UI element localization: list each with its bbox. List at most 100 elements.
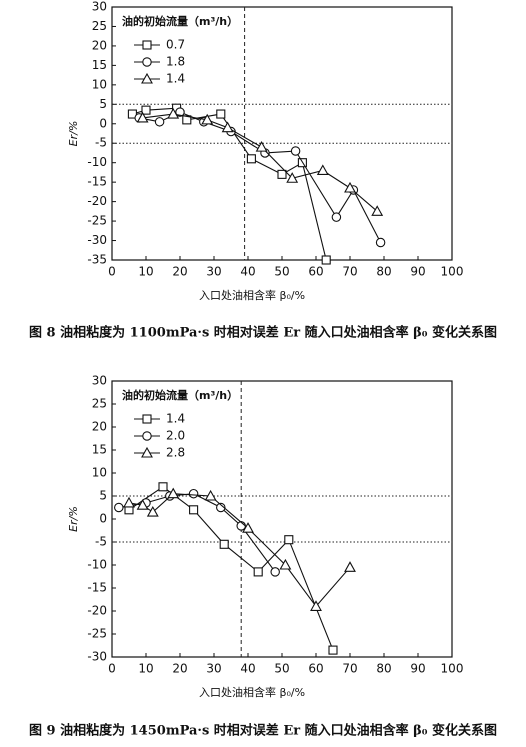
x-tick-label: 30 (206, 662, 221, 676)
marker (375, 237, 386, 248)
y-tick-label: -10 (87, 558, 107, 572)
y-tick-label: -15 (87, 581, 107, 595)
x-tick-label: 70 (342, 662, 357, 676)
y-tick-label: 20 (92, 38, 107, 52)
marker (216, 502, 226, 513)
marker (141, 105, 151, 115)
legend-marker (141, 446, 153, 458)
x-tick-label: 20 (172, 265, 187, 279)
x-tick-label: 0 (108, 265, 116, 279)
legend-title: 油的初始流量（m³/h） (122, 14, 238, 28)
marker (201, 113, 214, 125)
marker (242, 522, 254, 533)
marker (123, 496, 135, 508)
legend-title: 油的初始流量（m³/h） (122, 388, 238, 402)
x-tick-label: 90 (410, 265, 425, 279)
x-tick-label: 90 (410, 662, 425, 676)
y-tick-label: 30 (92, 0, 107, 14)
marker (310, 600, 322, 611)
x-tick-label: 80 (376, 662, 391, 676)
marker (371, 205, 384, 216)
legend-label: 2.0 (166, 429, 185, 443)
y-axis-title: Er/% (67, 121, 80, 147)
y-axis-title: Er/% (67, 506, 80, 532)
y-tick-label: -5 (95, 535, 107, 549)
marker (146, 505, 159, 517)
legend-marker (142, 414, 152, 424)
marker (175, 107, 185, 117)
marker (284, 535, 294, 545)
x-tick-label: 30 (206, 265, 221, 279)
marker (246, 154, 256, 164)
series-line (139, 111, 382, 243)
y-tick-label: -10 (87, 155, 107, 169)
marker (270, 567, 280, 577)
marker (286, 172, 299, 183)
x-tick-label: 100 (441, 662, 464, 676)
caption: 图 9 油相粘度为 1450mPa·s 时相对误差 Er 随入口处油相含率 β₀… (29, 723, 497, 739)
y-tick-label: -20 (87, 604, 107, 618)
legend-label: 1.8 (166, 55, 185, 69)
x-tick-label: 80 (376, 265, 391, 279)
marker (253, 567, 263, 577)
marker (154, 117, 165, 127)
y-tick-label: -25 (87, 214, 107, 228)
marker (277, 169, 287, 179)
y-tick-label: 25 (92, 397, 107, 411)
marker (316, 164, 329, 176)
y-tick-label: -30 (87, 233, 107, 247)
legend-label: 2.8 (166, 446, 185, 460)
marker (290, 146, 301, 156)
marker (216, 109, 226, 119)
marker (328, 645, 338, 655)
caption: 图 8 油相粘度为 1100mPa·s 时相对误差 Er 随入口处油相含率 β₀… (29, 325, 497, 341)
x-axis-title: 入口处油相含率 β₀/% (199, 685, 305, 699)
x-tick-label: 50 (274, 265, 289, 279)
y-tick-label: -30 (87, 650, 107, 664)
x-tick-label: 60 (308, 662, 323, 676)
marker (167, 107, 180, 119)
x-tick-label: 40 (240, 265, 255, 279)
marker (331, 212, 342, 222)
series-line (128, 486, 334, 651)
marker (255, 140, 268, 152)
y-tick-label: -15 (87, 175, 107, 189)
y-tick-label: 5 (99, 489, 107, 503)
marker (204, 489, 217, 501)
marker (321, 255, 331, 265)
y-tick-label: 10 (92, 77, 107, 91)
y-tick-label: 15 (92, 443, 107, 457)
legend-marker (142, 431, 152, 441)
marker (188, 488, 199, 499)
x-tick-label: 20 (172, 662, 187, 676)
x-tick-label: 10 (138, 662, 153, 676)
series-line (128, 493, 351, 608)
x-tick-label: 40 (240, 662, 255, 676)
x-axis-title: 入口处油相含率 β₀/% (199, 288, 305, 302)
legend-marker (141, 72, 153, 84)
y-tick-label: 10 (92, 466, 107, 480)
marker (136, 111, 149, 123)
marker (344, 561, 356, 572)
x-tick-label: 50 (274, 662, 289, 676)
y-tick-label: 0 (99, 512, 107, 526)
legend-label: 1.4 (166, 412, 185, 426)
marker (279, 558, 292, 570)
legend-marker (142, 40, 152, 50)
legend-marker (142, 57, 152, 67)
legend-label: 1.4 (166, 72, 185, 86)
marker (136, 499, 149, 510)
y-tick-label: -5 (95, 136, 107, 150)
marker (189, 505, 199, 515)
y-tick-label: 5 (99, 97, 107, 111)
x-tick-label: 60 (308, 265, 323, 279)
marker (114, 502, 124, 513)
marker (219, 539, 229, 549)
x-tick-label: 70 (342, 265, 357, 279)
marker (127, 109, 137, 119)
x-tick-label: 0 (108, 662, 116, 676)
x-tick-label: 10 (138, 265, 153, 279)
y-tick-label: 25 (92, 19, 107, 33)
legend-label: 0.7 (166, 38, 185, 52)
